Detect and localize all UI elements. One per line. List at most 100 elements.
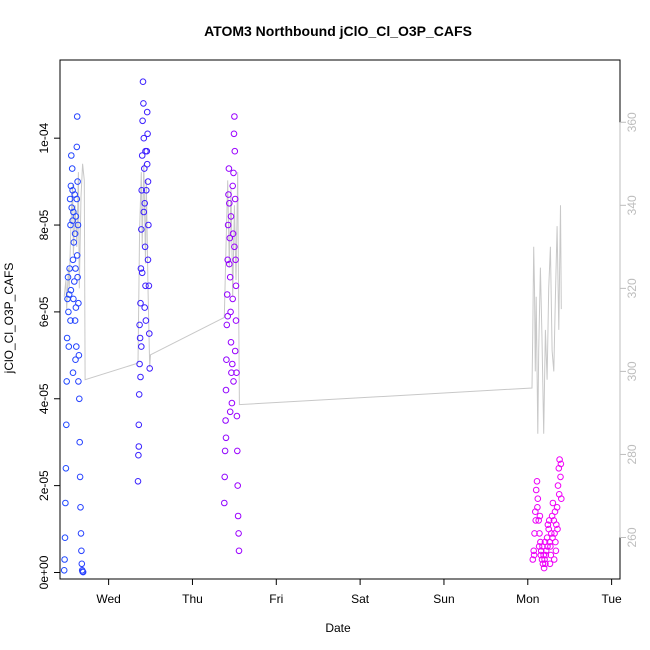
data-point [65,291,73,298]
y2-tick-label: 300 [625,361,639,381]
y2-tick-label: 360 [625,112,639,132]
axes: Wed Thu Fri Sat Sun Mon Tue 0e+00 2e-05 4e-05 6e-0… [37,112,639,606]
data-point [63,421,70,429]
data-point [69,256,77,264]
data-point [136,360,143,368]
data-point [79,568,87,576]
data-point [141,165,148,172]
data-point [223,356,230,364]
data-point [226,408,234,416]
data-point [233,412,241,420]
data-point [533,478,541,485]
data-point [64,273,72,281]
data-point [139,117,146,125]
data-point [72,356,79,364]
data-point [550,556,558,563]
data-point [226,273,234,281]
data-point [68,152,75,159]
y-tick-label: 6e-05 [37,296,51,327]
y2-tick-label: 320 [625,278,639,298]
data-point [554,482,562,489]
data-point [69,369,77,377]
data-point [547,543,554,550]
x-tick-label: Wed [96,592,120,606]
data-point [60,567,68,574]
data-point [531,530,538,537]
data-point [137,373,144,381]
data-point [70,239,78,246]
data-point [234,512,242,520]
data-point [230,378,237,385]
data-point [143,187,150,194]
x-tick-label: Tue [601,592,622,606]
data-point [225,191,232,198]
data-point [557,460,565,468]
data-point [137,265,145,272]
data-point [138,226,145,233]
data-point [77,504,84,511]
data-point [549,499,557,507]
data-point [67,182,75,190]
data-point [229,230,237,237]
data-point [70,208,77,216]
x-tick-label: Thu [182,592,203,606]
data-point [140,208,148,216]
data-point [65,308,72,316]
data-point [221,499,228,507]
data-point [538,556,546,563]
data-point [221,473,228,481]
data-point [73,343,80,350]
data-point [144,130,151,138]
data-point [541,556,548,563]
data-point [224,221,232,229]
data-point [552,547,560,555]
data-point [222,417,229,424]
data-point [532,517,540,524]
data-point [536,512,544,520]
data-point [136,334,144,342]
y-tick-label: 0e+00 [37,555,51,589]
data-point [73,143,81,151]
data-point [73,252,81,259]
data-point [73,113,81,120]
data-point [226,200,233,207]
data-point [223,321,231,329]
data-point [231,147,239,155]
right-axis-line [63,163,562,434]
data-point [145,282,153,290]
data-point [146,330,153,337]
data-point [138,269,146,277]
data-point [63,378,70,385]
data-point [231,243,238,251]
data-point [231,347,239,355]
data-point [140,134,148,142]
chart-title: ATOM3 Northbound jClO_Cl_O3P_CAFS [204,23,472,39]
data-point [232,317,240,324]
data-point [230,130,238,138]
data-point [67,317,74,324]
data-point [144,178,152,185]
data-point [532,486,540,494]
data-point [534,504,541,511]
data-point [557,473,564,481]
data-point [542,547,550,555]
data-point [225,165,233,172]
data-point [71,317,79,324]
data-point [545,517,553,524]
data-point [539,560,547,568]
data-point [73,195,81,203]
data-point [530,551,538,559]
data-point [544,521,552,529]
data-point [556,456,563,463]
data-point [228,399,236,407]
data-point [230,169,237,177]
data-point [72,265,79,272]
data-point [143,108,151,116]
data-point [78,547,85,555]
data-point [229,182,236,190]
data-point [551,508,559,516]
y-tick-label: 1e-04 [37,123,51,154]
data-point [61,534,69,542]
data-point [135,421,143,429]
data-point [229,295,236,303]
